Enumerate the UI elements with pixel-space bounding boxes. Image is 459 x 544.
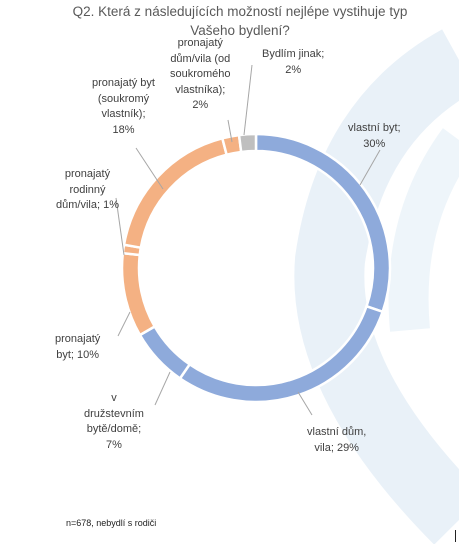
slice-label-line: pronajatý (177, 37, 223, 49)
slice-label-line: dům/vila (od (170, 52, 231, 65)
slice-label-line: pronajatý byt (92, 77, 155, 89)
donut-slice-3 (120, 251, 157, 337)
leader-line-2 (154, 371, 171, 406)
slice-label-line: 2% (192, 99, 209, 111)
leader-line-4 (115, 197, 125, 256)
slice-label-0: vlastní byt; 30% (348, 121, 401, 152)
slice-label-line: 18% (112, 123, 135, 136)
slice-label-5: pronajatý byt (soukromý vlastník); 18% (92, 76, 155, 138)
leader-line-3 (117, 311, 131, 337)
slice-label-line: vlastní byt; (348, 122, 401, 134)
slice-label-line: pronajatý (64, 168, 111, 180)
slice-label-line: vlastníka); (175, 83, 226, 96)
slice-label-6: pronajatý dům/vila (od soukromého vlastníka… (170, 36, 231, 114)
leader-line-1 (297, 391, 313, 416)
leader-line-5 (135, 147, 164, 190)
slice-label-line: bytě/domě; (86, 423, 142, 435)
sample-footnote: n=678, nebydlí s rodiči (66, 518, 157, 528)
leader-line-0 (359, 149, 381, 186)
leader-line-6 (227, 119, 233, 143)
slice-label-2: v družstevním bytě/domě; 7% (84, 391, 144, 453)
slice-label-4: pronajatý rodinný dům/vila; 1% (56, 167, 119, 214)
chart-title: Q2. Která z následujících možností nejlé… (72, 4, 408, 38)
donut-slice-0 (254, 132, 392, 314)
slice-label-line: byt; 10% (56, 348, 100, 361)
slice-label-line: vila; 29% (314, 441, 359, 454)
slice-label-line: 7% (106, 438, 122, 451)
slice-label-line: vlastník); (101, 108, 146, 120)
slice-label-1: vlastní dům, vila; 29% (307, 425, 366, 456)
edge-mark (455, 530, 456, 542)
slice-label-line: (soukromý (97, 92, 150, 105)
donut-slice-7 (237, 132, 258, 154)
slice-label-line: Bydlím jinak; (262, 48, 325, 60)
donut-slice-2 (138, 324, 192, 381)
slice-label-line: soukromého (170, 68, 231, 80)
slice-label-line: pronajatý (55, 333, 101, 345)
donut-slice-1 (178, 304, 385, 404)
slice-label-line: družstevním (84, 407, 144, 420)
slice-label-line: rodinný (69, 183, 106, 196)
slice-label-line: 30% (363, 137, 386, 150)
slice-label-7: Bydlím jinak; 2% (262, 47, 324, 78)
slice-label-line: vlastní dům, (307, 426, 367, 438)
leader-line-7 (243, 64, 253, 136)
slice-label-line: 2% (285, 63, 302, 76)
slice-label-line: v (111, 392, 117, 404)
donut-slice-5 (122, 136, 229, 250)
slice-label-line: dům/vila; 1% (56, 199, 119, 211)
slice-label-3: pronajatý byt; 10% (55, 332, 100, 363)
